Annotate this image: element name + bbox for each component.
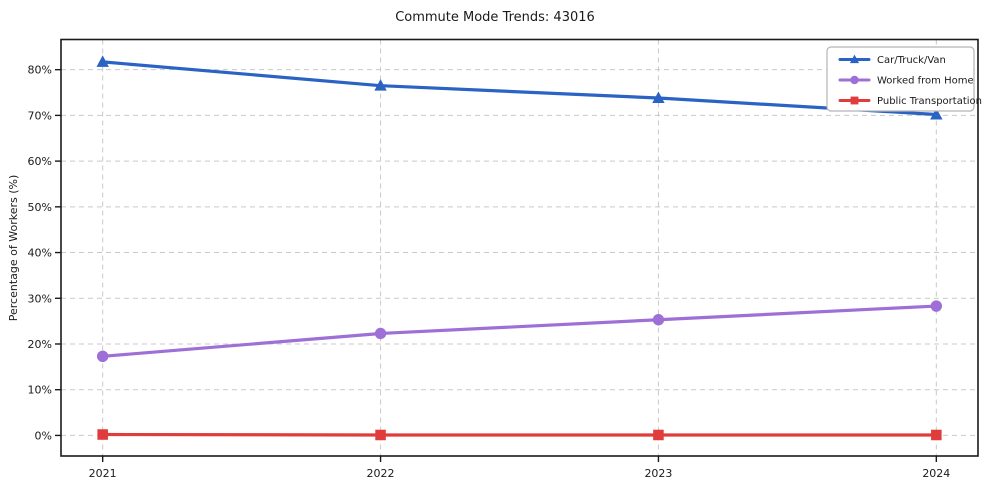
x-tick-label: 2021 [89, 467, 117, 480]
data-point-marker-car-truck-van [96, 55, 109, 67]
data-point-marker-worked-from-home [96, 350, 109, 363]
y-tick-label: 50% [28, 201, 52, 214]
x-tick-label: 2022 [367, 467, 395, 480]
y-tick-label: 10% [28, 384, 52, 397]
y-tick-label: 60% [28, 155, 52, 168]
y-tick-label: 80% [28, 64, 52, 77]
data-point-marker-worked-from-home [374, 327, 387, 340]
data-point-marker-car-truck-van [930, 107, 943, 120]
y-tick-label: 30% [28, 292, 52, 305]
x-tick-label: 2023 [644, 467, 672, 480]
plot-area: 0% 10% 20% 30% 40% 50% 60% 70% 80% 2021 2022 2023 20… [28, 38, 982, 480]
chart-title: Commute Mode Trends: 43016 [395, 10, 595, 25]
y-tick-label: 20% [28, 338, 52, 351]
data-point-marker-public-transportation [97, 429, 108, 440]
legend-label: Car/Truck/Van [877, 55, 946, 66]
y-tick-label: 70% [28, 109, 52, 122]
x-tick-label: 2024 [922, 467, 950, 480]
series-line-worked-from-home [101, 304, 938, 358]
legend-marker-circle [850, 75, 859, 85]
data-point-marker-car-truck-van [652, 91, 665, 103]
data-point-marker-public-transportation [931, 429, 942, 441]
legend-label: Public Transportation [877, 96, 982, 107]
y-tick-label: 40% [28, 247, 52, 260]
data-point-marker-public-transportation [653, 429, 664, 441]
data-point-marker-public-transportation [375, 429, 386, 441]
data-point-marker-worked-from-home [652, 314, 665, 326]
legend-marker-square [850, 96, 859, 105]
legend-marker-triangle [849, 54, 860, 64]
series-line-car-truck-van [101, 60, 938, 117]
legend-label: Worked from Home [877, 76, 974, 87]
data-point-marker-worked-from-home [930, 300, 943, 312]
legend-box [826, 46, 975, 112]
y-axis-label: Percentage of Workers (%) [7, 175, 20, 322]
y-tick-label: 0% [35, 429, 52, 442]
plot-border [60, 38, 979, 457]
data-point-marker-car-truck-van [374, 79, 387, 91]
